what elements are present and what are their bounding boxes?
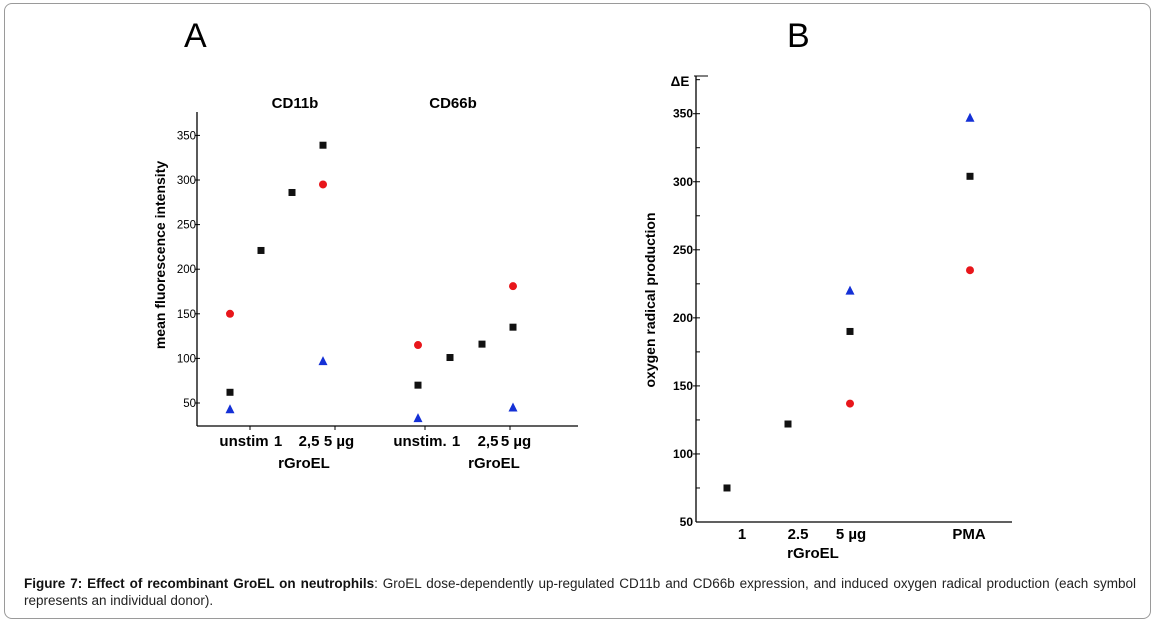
x-tick-label-b: 2.5: [788, 526, 809, 543]
panel-label-b: B: [787, 17, 810, 55]
x-tick-label-b: PMA: [952, 526, 986, 543]
y-axis-label-a: mean fluorescence intensity: [152, 161, 168, 350]
y-tick-label-a: 100: [177, 353, 196, 365]
y-tick-label-b: 200: [673, 311, 693, 325]
data-point-a: [414, 341, 422, 350]
data-point-a: [257, 246, 265, 254]
y-tick-label-b: 250: [673, 243, 693, 257]
data-point-a: [509, 323, 517, 331]
y-axis-label-b: oxygen radical production: [642, 212, 658, 387]
data-point-b: [845, 285, 855, 295]
y-tick-label-b: 150: [673, 379, 693, 393]
data-point-b: [966, 172, 974, 180]
data-point-a: [413, 413, 423, 423]
y-tick-label-a: 50: [183, 398, 196, 410]
chart-b: 50 100 150 200 250 300 350 ΔE oxygen radical pro…: [642, 74, 1012, 562]
data-point-a: [226, 309, 234, 318]
data-point-b: [784, 420, 792, 428]
caption-title: Figure 7: Effect of recombinant GroEL on…: [24, 576, 375, 591]
data-point-a: [319, 180, 327, 189]
y-tick-label-b: 50: [680, 515, 694, 529]
data-point-b: [846, 399, 854, 408]
y-tick-label-b: 350: [673, 107, 693, 121]
x-tick-label-a: 1: [452, 433, 460, 450]
data-point-a: [318, 356, 328, 366]
x-tick-label-a: unstim.: [393, 433, 446, 450]
panel-label-a: A: [184, 17, 207, 55]
x-tick-label-a: 1: [274, 433, 282, 450]
x-tick-label-a: 5 µg: [501, 433, 531, 450]
data-point-a: [509, 282, 517, 291]
x-axis-label-b: rGroEL: [787, 545, 839, 562]
x-tick-label-a: 5 µg: [324, 433, 354, 450]
x-axis-label-a: rGroEL: [468, 455, 520, 472]
group-title: CD11b: [272, 95, 319, 112]
data-point-a: [446, 354, 454, 362]
caption-body: : GroEL dose-dependently up-regulated CD…: [24, 576, 1136, 608]
y-tick-label-a: 150: [177, 309, 196, 321]
data-point-b: [965, 112, 975, 122]
data-point-a: [226, 388, 234, 396]
data-point-b: [846, 327, 854, 335]
x-tick-label-a: 2,5: [478, 433, 499, 450]
chart-a: 50 100 150 200 250 300 350 mean fluorescence in…: [152, 95, 578, 472]
figure-frame: [4, 3, 1151, 619]
x-axis-label-a: rGroEL: [278, 455, 330, 472]
y-tick-label-b: 100: [673, 447, 693, 461]
data-point-a: [508, 402, 518, 412]
y-tick-label-a: 300: [177, 175, 196, 187]
x-tick-label-a: unstim: [219, 433, 268, 450]
data-point-a: [225, 404, 235, 414]
group-title: CD66b: [429, 95, 477, 112]
data-point-a: [478, 340, 486, 348]
x-tick-label-a: 2,5: [299, 433, 320, 450]
data-point-a: [319, 141, 327, 149]
figure-caption: Figure 7: Effect of recombinant GroEL on…: [24, 575, 1136, 609]
data-point-a: [414, 381, 422, 389]
x-tick-label-b: 1: [738, 526, 746, 543]
x-tick-label-b: 5 µg: [836, 526, 866, 543]
y-tick-label-a: 250: [177, 220, 196, 232]
y-tick-label-b: 300: [673, 175, 693, 189]
y-tick-label-a: 350: [177, 130, 196, 142]
data-point-a: [288, 188, 296, 196]
unit-label-b: ΔE: [671, 74, 690, 89]
y-tick-label-a: 200: [177, 264, 196, 276]
data-point-b: [723, 484, 731, 492]
data-point-b: [966, 266, 974, 275]
